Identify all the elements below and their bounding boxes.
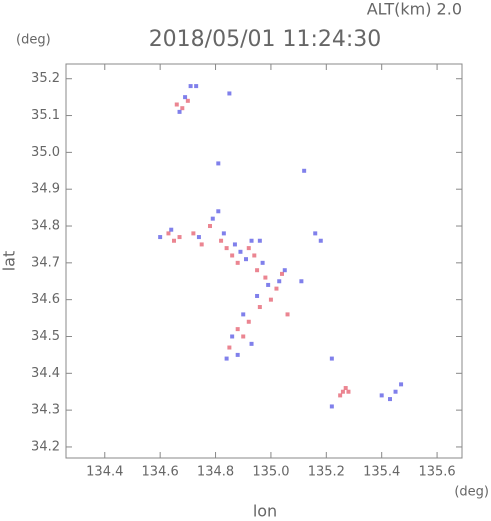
x-tick-label: 134.4	[86, 465, 123, 480]
echo-point	[274, 286, 279, 291]
echo-point	[169, 227, 174, 232]
y-tick-label: 34.2	[31, 439, 60, 454]
echo-point	[263, 275, 268, 280]
x-tick-label: 134.6	[142, 465, 179, 480]
echo-point	[172, 238, 176, 243]
echo-point	[379, 393, 384, 398]
echo-point	[216, 161, 221, 166]
echo-point	[224, 356, 229, 361]
echo-point	[185, 98, 190, 103]
echo-point	[343, 386, 348, 391]
echo-point	[246, 319, 251, 324]
echo-point	[227, 91, 232, 96]
echo-point	[208, 224, 212, 229]
echo-point	[338, 393, 343, 398]
echo-point	[257, 238, 262, 243]
echo-point	[244, 257, 248, 262]
echo-point	[255, 293, 260, 298]
echo-point	[268, 297, 273, 302]
echo-point	[346, 389, 351, 394]
echo-point	[210, 216, 215, 221]
echo-point	[219, 238, 224, 243]
echo-point	[221, 231, 226, 236]
x-tick-label: 135.6	[418, 465, 455, 480]
echo-point	[196, 235, 201, 240]
x-unit: (deg)	[454, 485, 489, 500]
echo-point	[255, 268, 260, 273]
echo-point	[230, 334, 235, 339]
echo-point	[282, 268, 287, 273]
echo-point	[313, 231, 318, 236]
plot-frame	[65, 63, 463, 459]
echo-point	[266, 282, 271, 287]
echo-point	[246, 246, 251, 251]
echo-point	[174, 102, 179, 107]
y-tick-label: 34.9	[31, 182, 60, 197]
echo-point	[232, 242, 237, 247]
echo-point	[399, 382, 404, 387]
echo-point	[329, 404, 334, 409]
echo-point	[249, 341, 254, 346]
echo-point	[158, 235, 163, 240]
echo-point	[238, 249, 243, 254]
chart-subtitle: ALT(km) 2.0	[367, 0, 462, 19]
echo-point	[227, 345, 232, 350]
echo-point	[216, 209, 221, 214]
echo-point	[318, 238, 323, 243]
echo-point	[230, 253, 235, 258]
echo-point	[199, 242, 204, 247]
y-tick-label: 35.0	[31, 145, 60, 160]
echo-point	[393, 389, 398, 394]
echo-point	[177, 235, 182, 240]
x-axis-label: lon	[253, 502, 277, 521]
echo-point	[340, 389, 345, 394]
y-tick-label: 34.6	[31, 292, 60, 307]
x-tick-label: 135.0	[252, 465, 289, 480]
echo-point	[194, 84, 199, 89]
y-tick-label: 34.7	[31, 255, 60, 270]
y-axis-label: lat	[0, 251, 19, 272]
echo-point	[285, 312, 290, 317]
echo-point	[280, 271, 284, 276]
x-tick-label: 135.4	[363, 465, 400, 480]
x-tick-label: 135.2	[308, 465, 345, 480]
echo-point	[388, 397, 392, 402]
y-tick-label: 34.5	[31, 329, 60, 344]
echo-point	[180, 106, 185, 111]
echo-point	[235, 260, 240, 265]
echo-point	[277, 279, 282, 284]
echo-point	[241, 312, 246, 317]
y-tick-label: 35.1	[31, 108, 60, 123]
echo-point	[183, 95, 188, 100]
echo-point	[166, 231, 171, 236]
y-tick-label: 34.3	[31, 403, 60, 418]
echo-point	[235, 352, 240, 357]
echo-point	[249, 238, 254, 243]
echo-point	[235, 327, 240, 332]
echo-point	[191, 231, 196, 236]
y-tick-label: 35.2	[31, 71, 60, 86]
echo-point	[188, 84, 193, 89]
echo-point	[260, 260, 265, 265]
echo-point	[329, 356, 334, 361]
echo-point	[241, 334, 246, 339]
echo-point	[224, 246, 229, 251]
y-tick-label: 34.8	[31, 219, 60, 234]
echo-point	[299, 279, 304, 284]
y-tick-label: 34.4	[31, 366, 60, 381]
echo-point	[257, 305, 262, 310]
echo-point	[302, 168, 307, 173]
echo-point	[252, 253, 257, 258]
echo-point	[177, 109, 182, 114]
chart-title: 2018/05/01 11:24:30	[149, 27, 382, 52]
y-unit: (deg)	[16, 33, 51, 48]
x-tick-label: 134.8	[197, 465, 234, 480]
